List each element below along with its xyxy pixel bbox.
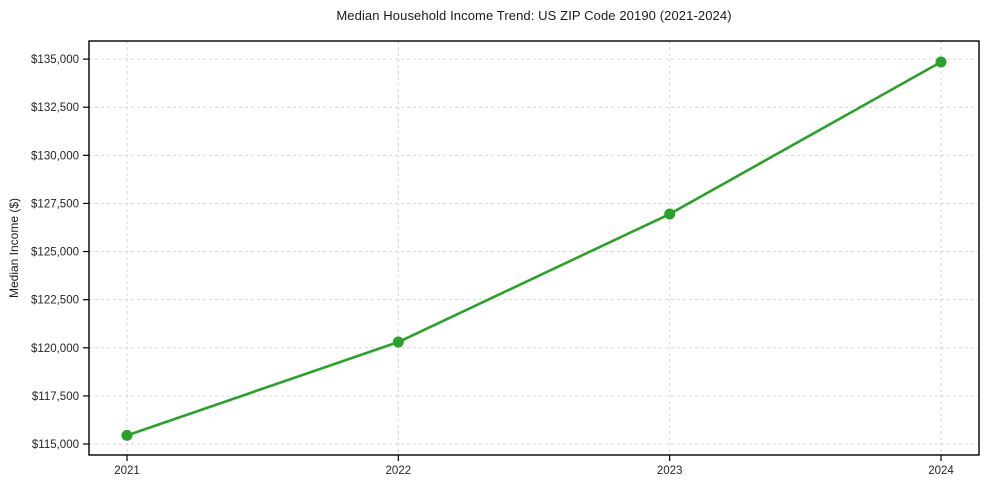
- data-point-2022: [392, 336, 404, 348]
- chart-title: Median Household Income Trend: US ZIP Co…: [336, 8, 732, 23]
- y-tick-label: $132,500: [31, 102, 79, 114]
- x-tick-label: 2023: [657, 465, 683, 477]
- y-tick-label: $117,500: [32, 391, 79, 403]
- y-tick-label: $130,000: [31, 150, 79, 162]
- y-tick-label: $135,000: [31, 54, 79, 66]
- y-tick-label: $125,000: [31, 247, 79, 259]
- data-point-2021: [121, 429, 133, 441]
- y-tick-label: $120,000: [31, 343, 79, 355]
- x-tick-label: 2024: [928, 465, 954, 477]
- data-point-2023: [664, 208, 676, 220]
- y-tick-label: $115,000: [32, 439, 79, 451]
- x-tick-label: 2021: [114, 465, 140, 477]
- x-tick-label: 2022: [386, 465, 412, 477]
- plot-border: [88, 40, 980, 456]
- data-point-2024: [935, 56, 947, 68]
- trend-line: [125, 60, 943, 437]
- y-tick-label: $127,500: [31, 198, 79, 210]
- y-tick-label: $122,500: [31, 295, 79, 307]
